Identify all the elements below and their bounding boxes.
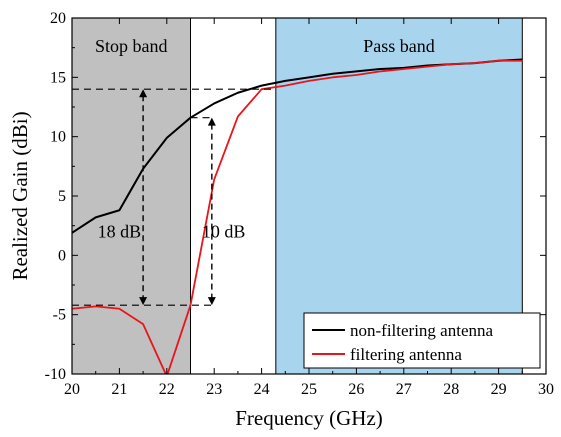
y-tick-label: 0 [58, 247, 66, 264]
legend-box [303, 312, 541, 369]
x-tick-label: 30 [538, 381, 554, 398]
annotation-1-label: 10 dB [202, 222, 246, 242]
band-label-stop: Stop band [95, 36, 168, 56]
x-tick-label: 20 [64, 381, 80, 398]
legend-label-filtering: filtering antenna [350, 345, 462, 364]
legend-label-non-filtering: non-filtering antenna [350, 321, 493, 340]
tick-layer: 20 21 22 23 24 25 26 27 28 29 30 -10 -5 0 5 10 15 20 [45, 10, 554, 398]
x-tick-label: 29 [491, 381, 507, 398]
y-tick-label: -5 [53, 307, 66, 324]
band-stop [71, 17, 191, 375]
annotation-1-arrowhead-top [207, 117, 216, 126]
annotation-1-arrowhead-bottom [207, 297, 216, 306]
x-tick-label: 22 [159, 381, 175, 398]
annotation-0-label: 18 dB [98, 222, 142, 242]
x-tick-label: 25 [301, 381, 317, 398]
x-tick-label: 23 [206, 381, 222, 398]
band-label-pass: Pass band [363, 36, 435, 56]
annotation-0-arrowhead-bottom [139, 297, 148, 306]
x-tick-label: 24 [254, 381, 270, 398]
series-line-filtering [72, 59, 523, 374]
series-layer [72, 58, 523, 374]
x-tick-label: 21 [111, 381, 127, 398]
annotation-layer: 18 dB 10 dB [72, 88, 272, 306]
x-tick-label: 28 [443, 381, 459, 398]
x-tick-label: 26 [348, 381, 364, 398]
y-tick-label: -10 [45, 366, 66, 383]
y-tick-label: 10 [50, 129, 66, 146]
band-label-layer: Stop band Pass band [95, 36, 435, 56]
y-tick-label: 20 [50, 10, 66, 27]
x-axis-title: Frequency (GHz) [235, 406, 383, 430]
y-tick-label: 15 [50, 69, 66, 86]
y-axis-title: Realized Gain (dBi) [8, 111, 32, 280]
y-tick-label: 5 [58, 188, 66, 205]
annotation-0-arrowhead-top [139, 89, 148, 98]
legend: non-filtering antenna filtering antenna [303, 312, 541, 369]
x-tick-label: 27 [396, 381, 412, 398]
